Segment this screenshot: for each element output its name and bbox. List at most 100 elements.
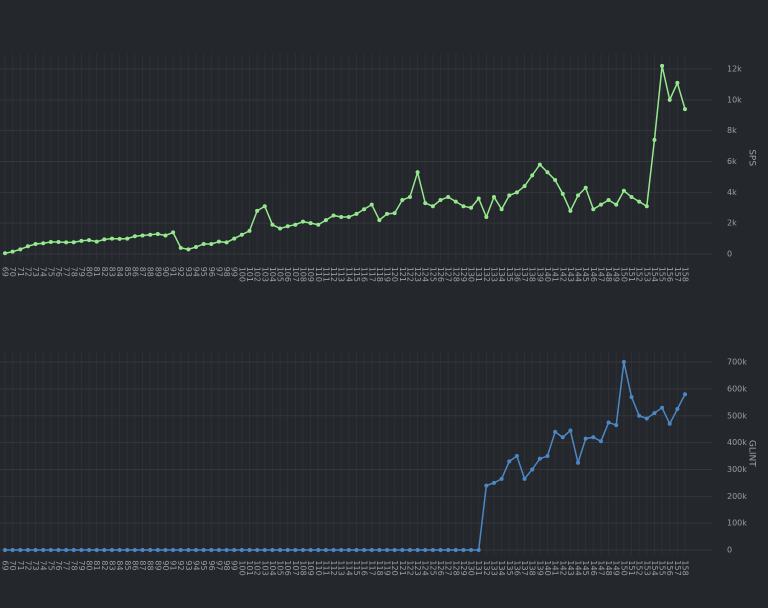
data-point: [87, 238, 92, 243]
data-point: [308, 548, 313, 553]
x-tick-label: 116: [360, 267, 369, 282]
data-point: [293, 548, 298, 553]
x-tick-label: 144: [574, 267, 583, 282]
data-point: [537, 456, 542, 461]
series-line: [5, 361, 686, 551]
data-point: [629, 194, 634, 199]
x-tick-label: 145: [581, 267, 590, 282]
x-tick-label: 95: [199, 267, 208, 277]
data-point: [3, 548, 7, 553]
x-tick-label: 87: [138, 267, 147, 277]
data-point: [522, 184, 527, 189]
x-tick-label: 92: [176, 560, 185, 570]
x-tick-label: 130: [467, 560, 476, 575]
data-point: [79, 548, 84, 553]
data-point: [491, 480, 496, 485]
data-point: [278, 226, 283, 231]
data-point: [415, 170, 420, 175]
y-tick-label: 4k: [727, 188, 737, 197]
data-point: [132, 548, 137, 553]
x-tick-label: 103: [260, 560, 269, 575]
x-tick-label: 94: [192, 560, 201, 570]
data-point: [377, 218, 382, 223]
data-point: [270, 548, 275, 553]
data-point: [255, 208, 260, 213]
data-point: [216, 239, 221, 244]
x-tick-label: 137: [520, 560, 529, 575]
data-point: [71, 548, 76, 553]
data-point: [637, 413, 642, 418]
y-tick-label: 700k: [727, 358, 747, 367]
x-tick-label: 115: [352, 560, 361, 575]
x-tick-label: 83: [107, 267, 116, 277]
x-tick-label: 99: [230, 267, 239, 277]
data-point: [331, 213, 336, 218]
x-tick-label: 153: [642, 560, 651, 575]
x-tick-label: 157: [673, 267, 682, 282]
data-point: [224, 240, 229, 245]
y-axis-title: GLINT: [747, 440, 757, 467]
x-tick-label: 142: [558, 560, 567, 575]
x-tick-label: 108: [298, 560, 307, 575]
data-point: [171, 548, 176, 553]
x-tick-label: 141: [551, 560, 560, 575]
data-point: [148, 232, 153, 237]
data-point: [598, 202, 603, 207]
x-tick-label: 75: [46, 560, 55, 570]
x-tick-label: 134: [497, 560, 506, 575]
x-tick-label: 136: [512, 267, 521, 282]
data-point: [178, 548, 183, 553]
x-tick-label: 120: [390, 560, 399, 575]
x-tick-label: 157: [673, 560, 682, 575]
x-tick-label: 79: [77, 267, 86, 277]
data-point: [660, 405, 665, 410]
data-point: [155, 231, 160, 236]
x-tick-label: 106: [283, 267, 292, 282]
x-tick-label: 88: [146, 560, 155, 570]
x-tick-label: 156: [665, 560, 674, 575]
y-tick-label: 600k: [727, 384, 747, 393]
x-tick-label: 155: [658, 560, 667, 575]
data-point: [102, 237, 107, 242]
x-tick-label: 82: [100, 267, 109, 277]
x-tick-label: 109: [306, 267, 315, 282]
x-tick-label: 97: [214, 560, 223, 570]
data-point: [652, 411, 657, 416]
x-tick-label: 72: [23, 267, 32, 277]
x-tick-label: 73: [31, 560, 40, 570]
x-tick-label: 89: [153, 267, 162, 277]
x-tick-label: 127: [444, 560, 453, 575]
x-tick-label: 123: [413, 267, 422, 282]
x-tick-label: 71: [16, 560, 25, 570]
data-point: [507, 459, 512, 464]
data-point: [667, 97, 672, 102]
x-tick-label: 129: [459, 267, 468, 282]
x-tick-label: 127: [444, 267, 453, 282]
data-point: [576, 193, 581, 198]
x-tick-label: 121: [398, 267, 407, 282]
x-tick-label: 110: [314, 267, 323, 282]
x-tick-label: 107: [291, 267, 300, 282]
data-point: [232, 548, 237, 553]
y-tick-label: 100k: [727, 519, 747, 528]
data-point: [339, 548, 344, 553]
x-tick-label: 129: [459, 560, 468, 575]
data-point: [446, 548, 451, 553]
data-point: [316, 548, 321, 553]
x-tick-label: 150: [619, 560, 628, 575]
x-tick-label: 120: [390, 267, 399, 282]
x-tick-label: 133: [489, 267, 498, 282]
x-tick-label: 106: [283, 560, 292, 575]
data-point: [400, 198, 405, 203]
data-point: [591, 207, 596, 212]
x-tick-label: 119: [383, 267, 392, 282]
y-axis-title: SPS: [747, 149, 757, 166]
x-tick-label: 152: [635, 560, 644, 575]
x-tick-label: 94: [192, 267, 201, 277]
x-tick-label: 115: [352, 267, 361, 282]
x-tick-label: 147: [596, 267, 605, 282]
x-tick-label: 74: [39, 267, 48, 277]
data-point: [491, 194, 496, 199]
data-point: [614, 202, 619, 207]
x-tick-label: 113: [337, 267, 346, 282]
